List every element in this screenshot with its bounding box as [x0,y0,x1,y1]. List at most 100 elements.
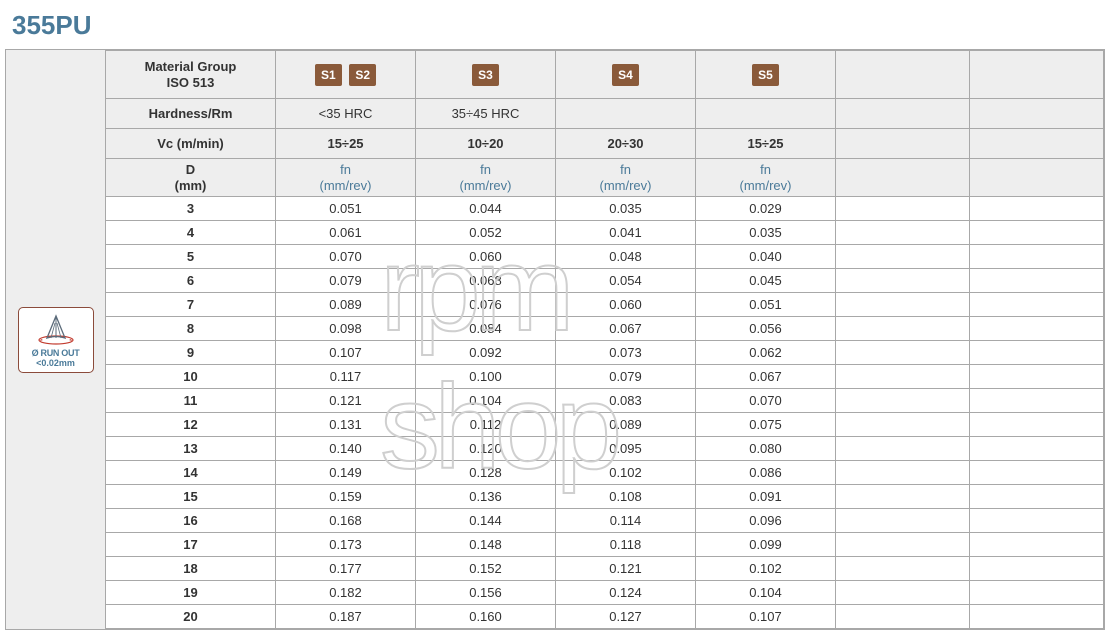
hardness-col2: 35÷45 HRC [416,99,556,129]
fn-label-2: fn(mm/rev) [416,159,556,197]
empty-cell [836,51,970,99]
empty-cell [970,197,1104,221]
fn-value: 0.152 [416,557,556,581]
empty-cell [836,99,970,129]
table-row: 80.0980.0840.0670.056 [106,317,1104,341]
empty-cell [836,269,970,293]
fn-value: 0.107 [696,605,836,629]
fn-value: 0.067 [696,365,836,389]
fn-value: 0.140 [276,437,416,461]
empty-cell [970,317,1104,341]
fn-value: 0.127 [556,605,696,629]
table-row: 180.1770.1520.1210.102 [106,557,1104,581]
fn-value: 0.040 [696,245,836,269]
badge-s3: S3 [472,64,499,86]
hardness-col1: <35 HRC [276,99,416,129]
empty-cell [970,461,1104,485]
fn-value: 0.160 [416,605,556,629]
hardness-col3 [556,99,696,129]
d-label: D(mm) [106,159,276,197]
d-value: 9 [106,341,276,365]
fn-value: 0.062 [696,341,836,365]
table-row: 130.1400.1200.0950.080 [106,437,1104,461]
fn-value: 0.073 [556,341,696,365]
fn-value: 0.098 [276,317,416,341]
table-row: 30.0510.0440.0350.029 [106,197,1104,221]
empty-cell [970,269,1104,293]
empty-cell [836,557,970,581]
fn-value: 0.079 [276,269,416,293]
d-value: 3 [106,197,276,221]
empty-cell [970,581,1104,605]
fn-value: 0.100 [416,365,556,389]
empty-cell [836,533,970,557]
runout-line2: <0.02mm [21,358,91,368]
empty-cell [970,485,1104,509]
fn-label-4: fn(mm/rev) [696,159,836,197]
fn-value: 0.173 [276,533,416,557]
d-value: 6 [106,269,276,293]
spec-table: Material GroupISO 513 S1 S2 S3 S4 S5 Har… [105,50,1104,629]
empty-cell [836,341,970,365]
fn-label-1: fn(mm/rev) [276,159,416,197]
fn-value: 0.182 [276,581,416,605]
fn-value: 0.070 [696,389,836,413]
fn-value: 0.117 [276,365,416,389]
d-value: 16 [106,509,276,533]
empty-cell [836,437,970,461]
table-row: 160.1680.1440.1140.096 [106,509,1104,533]
badges-col2: S3 [416,51,556,99]
fn-value: 0.136 [416,485,556,509]
fn-value: 0.060 [416,245,556,269]
empty-cell [836,581,970,605]
fn-value: 0.035 [556,197,696,221]
fn-value: 0.089 [556,413,696,437]
fn-value: 0.118 [556,533,696,557]
fn-value: 0.187 [276,605,416,629]
fn-value: 0.121 [276,389,416,413]
d-value: 14 [106,461,276,485]
fn-value: 0.107 [276,341,416,365]
fn-value: 0.159 [276,485,416,509]
table-row: 60.0790.0680.0540.045 [106,269,1104,293]
left-sidebar: Ø RUN OUT <0.02mm [6,50,105,629]
d-value: 19 [106,581,276,605]
product-title: 355PU [0,0,1111,49]
fn-value: 0.070 [276,245,416,269]
fn-value: 0.168 [276,509,416,533]
fn-value: 0.076 [416,293,556,317]
table-row: 90.1070.0920.0730.062 [106,341,1104,365]
d-value: 20 [106,605,276,629]
empty-cell [970,159,1104,197]
runout-line1: Ø RUN OUT [21,348,91,358]
d-value: 17 [106,533,276,557]
empty-cell [836,129,970,159]
empty-cell [836,461,970,485]
fn-value: 0.091 [696,485,836,509]
vc-col3: 20÷30 [556,129,696,159]
fn-value: 0.089 [276,293,416,317]
empty-cell [970,437,1104,461]
fn-value: 0.102 [696,557,836,581]
badges-col3: S4 [556,51,696,99]
fn-value: 0.067 [556,317,696,341]
empty-cell [836,413,970,437]
row-units: D(mm) fn(mm/rev) fn(mm/rev) fn(mm/rev) f… [106,159,1104,197]
d-value: 4 [106,221,276,245]
fn-value: 0.124 [556,581,696,605]
empty-cell [970,605,1104,629]
d-value: 8 [106,317,276,341]
fn-value: 0.092 [416,341,556,365]
badge-s1: S1 [315,64,342,86]
d-value: 18 [106,557,276,581]
fn-value: 0.051 [276,197,416,221]
hardness-label: Hardness/Rm [106,99,276,129]
fn-value: 0.080 [696,437,836,461]
fn-value: 0.121 [556,557,696,581]
empty-cell [970,557,1104,581]
fn-value: 0.029 [696,197,836,221]
fn-value: 0.051 [696,293,836,317]
fn-value: 0.068 [416,269,556,293]
empty-cell [836,159,970,197]
badge-s2: S2 [349,64,376,86]
